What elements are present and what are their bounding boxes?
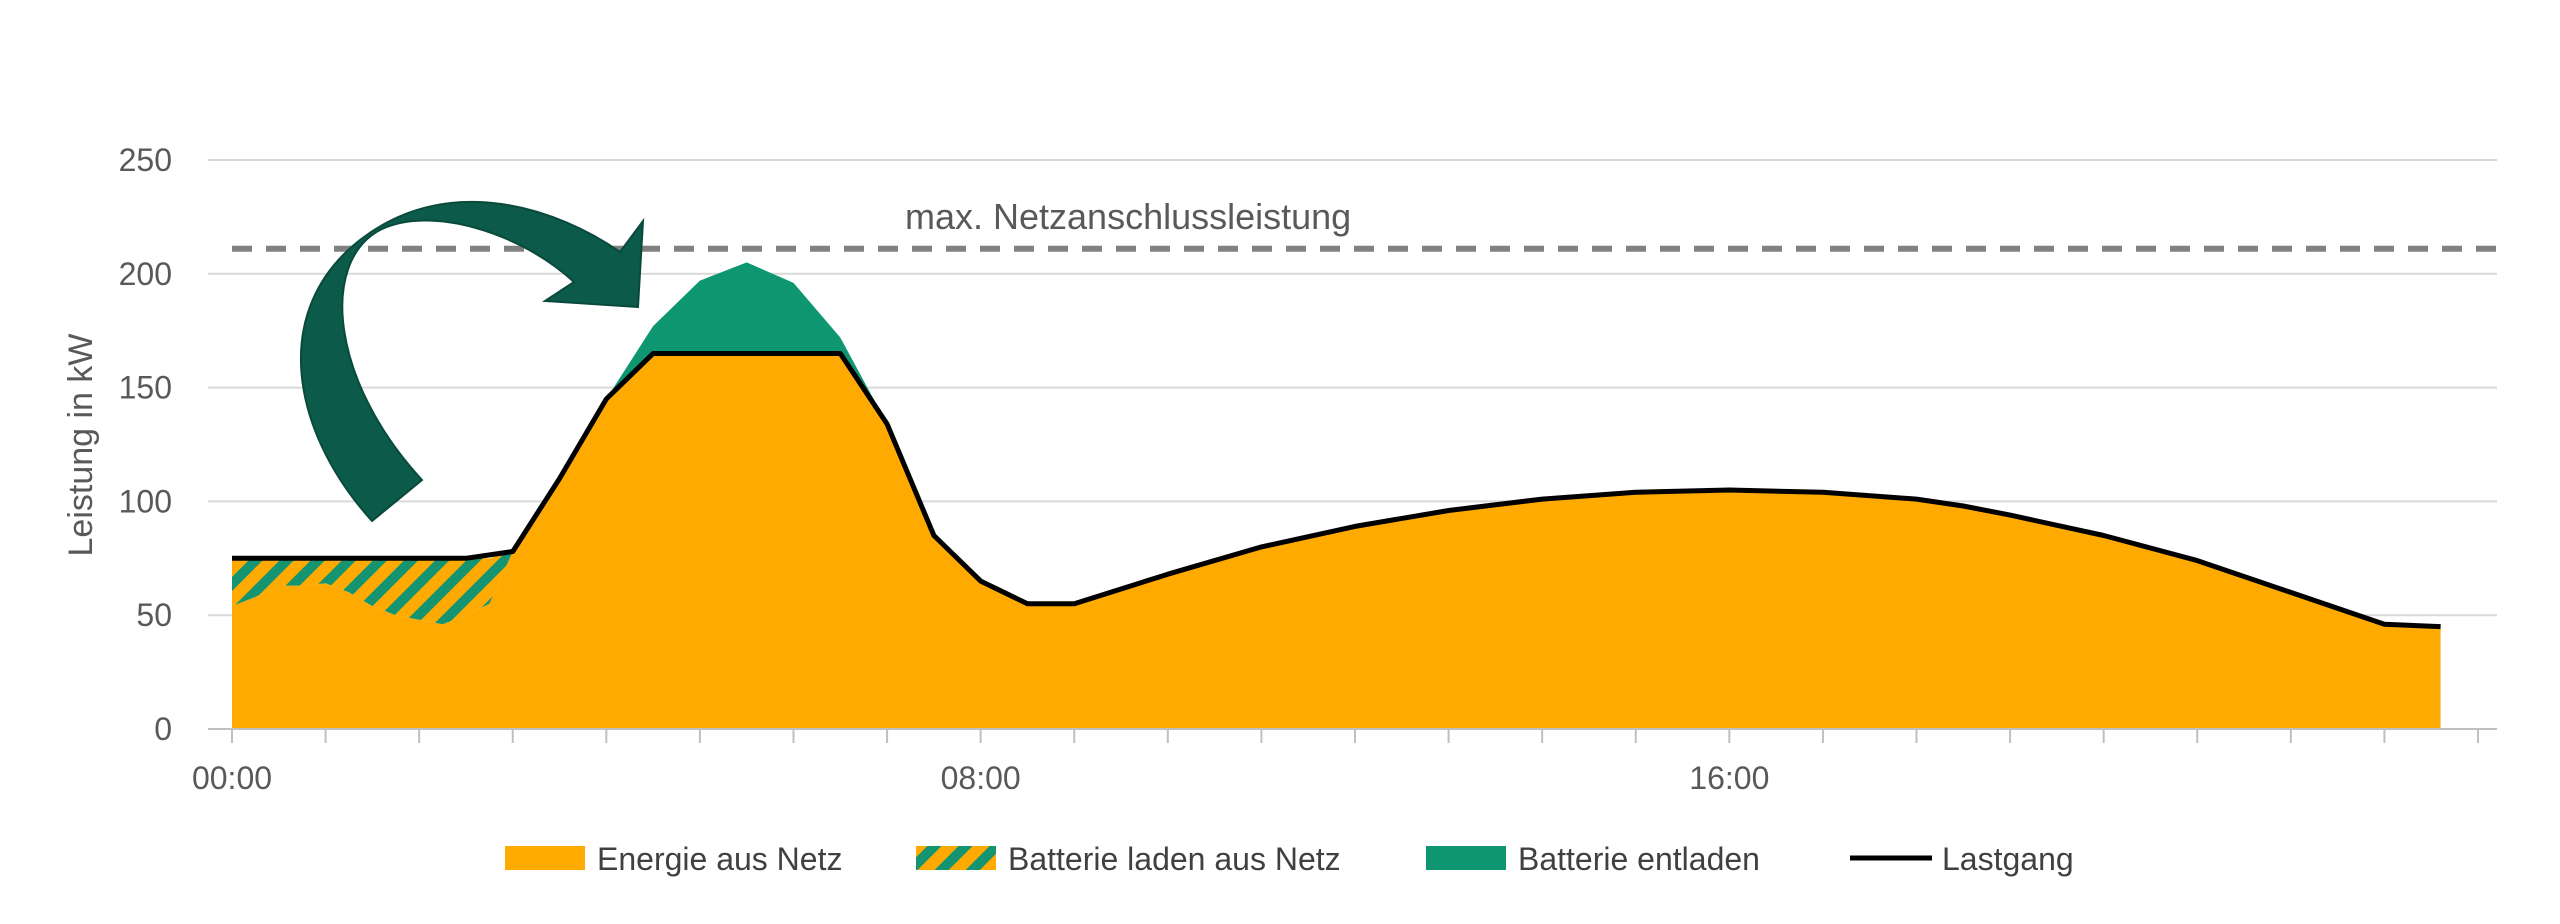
limit-line-label: max. Netzanschlussleistung — [905, 196, 1351, 237]
shift-arrow-icon — [300, 200, 645, 523]
x-tick-label-0800: 08:00 — [941, 760, 1021, 796]
axes: 0 50 100 150 200 250 00:00 08:00 16:00 — [119, 142, 2497, 796]
series-energie-aus-netz-area — [232, 353, 2441, 729]
y-axis-title: Leistung in kW — [62, 334, 100, 557]
legend-label-batterie-entladen: Batterie entladen — [1518, 841, 1760, 877]
legend-swatch-batterie-laden-aus-netz — [916, 846, 996, 870]
x-tick-label-0000: 00:00 — [192, 760, 272, 796]
y-tick-label-200: 200 — [119, 256, 172, 292]
legend-swatch-energie-aus-netz — [505, 846, 585, 870]
series-lastgang-line — [232, 351, 2441, 630]
y-tick-label-150: 150 — [119, 370, 172, 406]
legend: Energie aus Netz Batterie laden aus Netz B… — [505, 841, 2074, 877]
y-tick-label-100: 100 — [119, 483, 172, 519]
series-batterie-entladen-area — [606, 262, 888, 424]
legend-label-batterie-laden-aus-netz: Batterie laden aus Netz — [1008, 841, 1341, 877]
x-tick-label-1600: 16:00 — [1689, 760, 1769, 796]
y-tick-label-50: 50 — [136, 597, 172, 633]
y-tick-label-0: 0 — [154, 711, 172, 747]
legend-swatch-batterie-entladen — [1426, 846, 1506, 870]
legend-label-lastgang: Lastgang — [1942, 841, 2074, 877]
series-batterie-laden-area — [232, 551, 513, 625]
y-tick-label-250: 250 — [119, 142, 172, 178]
legend-label-energie-aus-netz: Energie aus Netz — [597, 841, 842, 877]
plot-areas — [232, 262, 2441, 729]
